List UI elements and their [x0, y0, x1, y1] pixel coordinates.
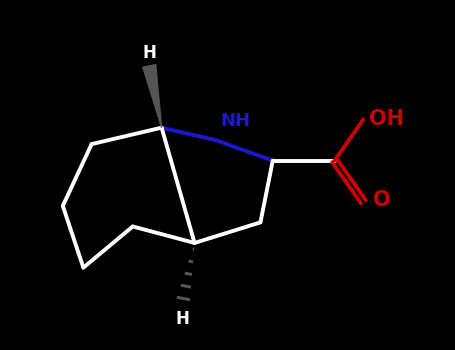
Polygon shape	[143, 65, 162, 128]
Text: O: O	[373, 190, 391, 210]
Text: H: H	[175, 310, 189, 328]
Text: NH: NH	[221, 112, 251, 131]
Text: OH: OH	[369, 110, 404, 130]
Text: H: H	[142, 44, 156, 62]
